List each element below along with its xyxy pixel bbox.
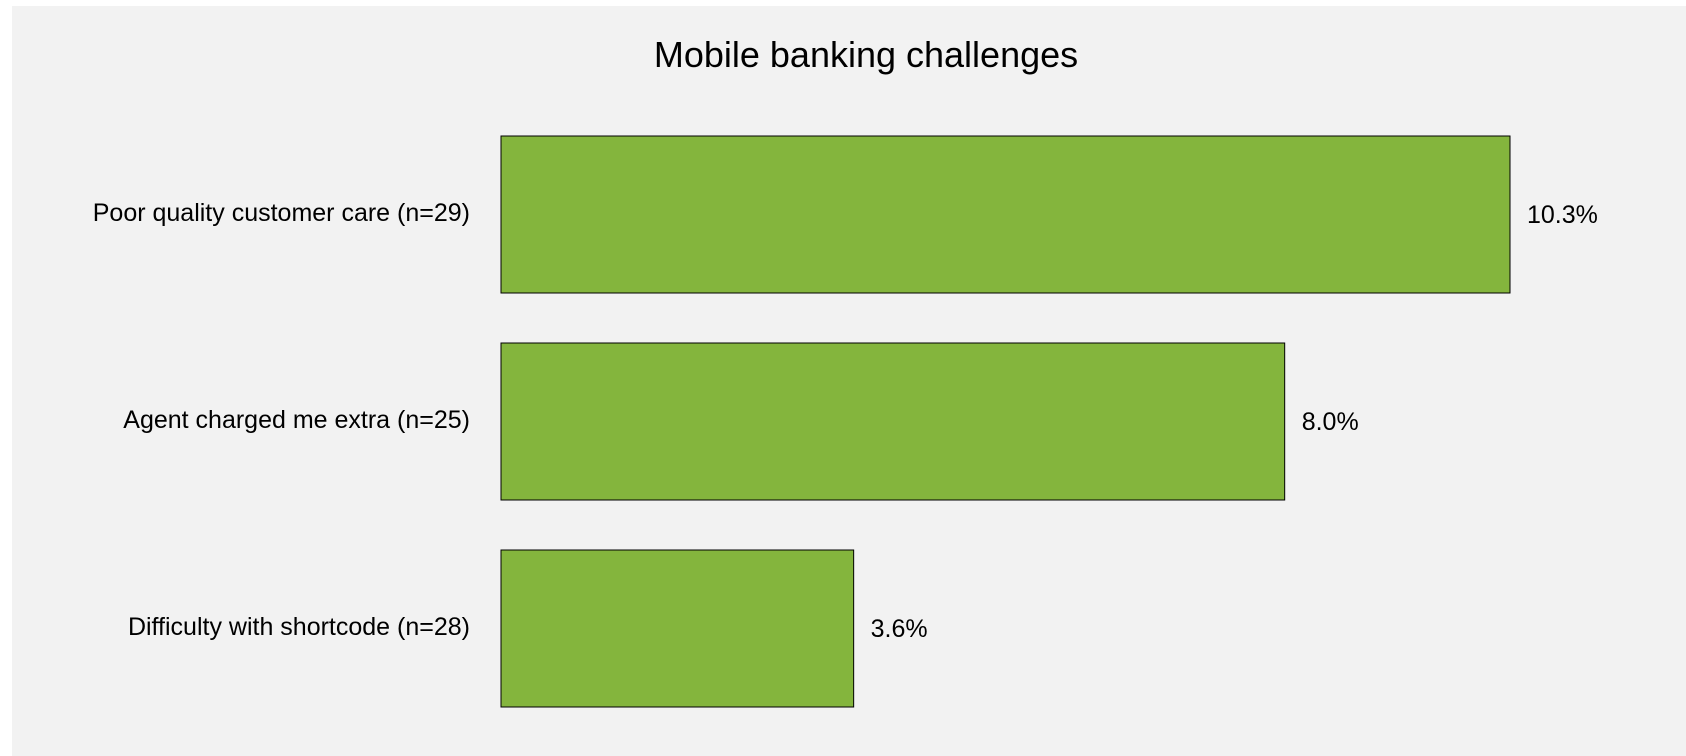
chart-title: Mobile banking challenges [654, 34, 1078, 75]
bar-1 [500, 135, 1511, 294]
category-label-3: Difficulty with shortcode (n=28) [128, 613, 470, 641]
category-label-1: Poor quality customer care (n=29) [93, 199, 470, 227]
bar-3 [500, 549, 855, 708]
value-label-1: 10.3% [1527, 201, 1598, 229]
category-label-2: Agent charged me extra (n=25) [123, 406, 470, 434]
value-label-3: 3.6% [871, 615, 928, 643]
bar-2 [500, 342, 1286, 501]
value-label-2: 8.0% [1302, 408, 1359, 436]
bars-group: Poor quality customer care (n=29) 10.3% Ag… [93, 135, 1598, 708]
